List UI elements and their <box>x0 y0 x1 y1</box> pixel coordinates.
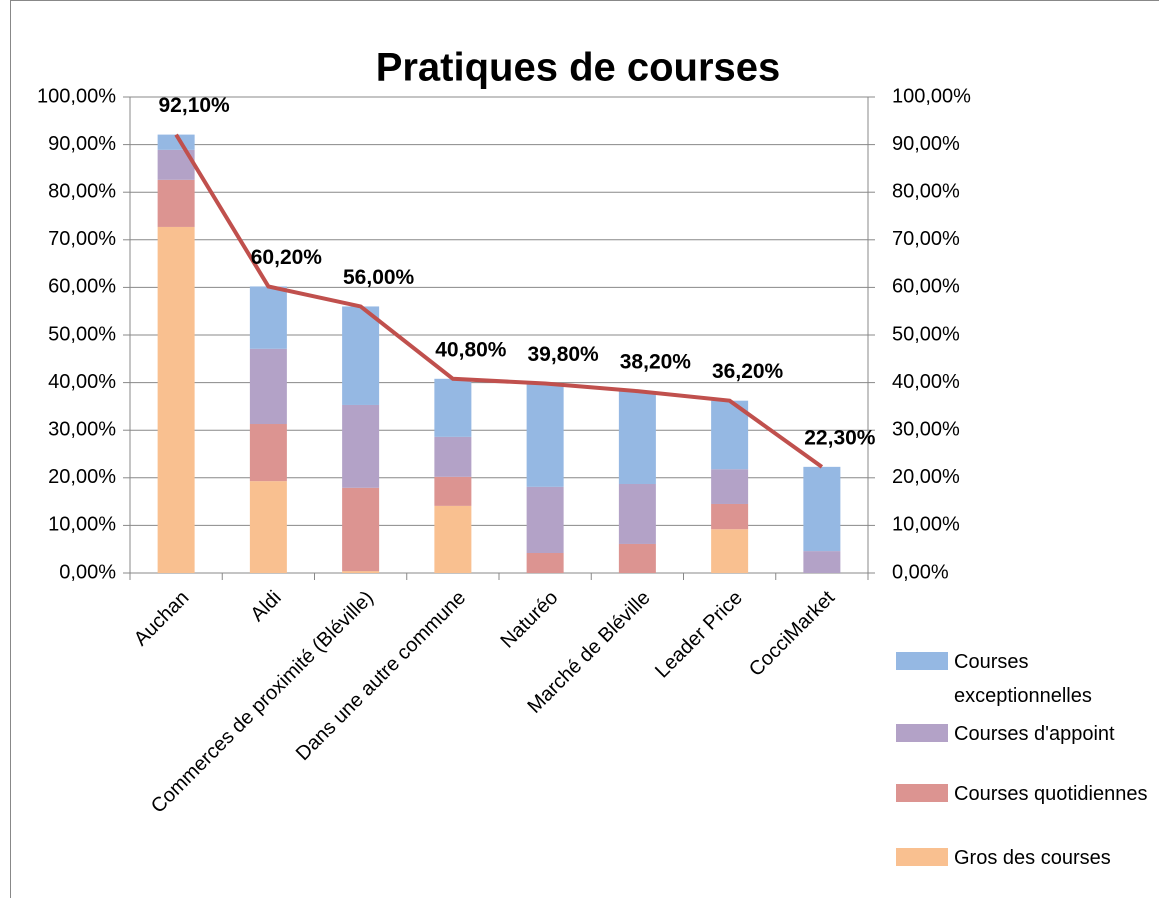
bar-segment <box>342 571 380 573</box>
bar-segment <box>803 551 841 573</box>
legend-swatch <box>896 848 948 866</box>
y-tick-label: 90,00% <box>48 133 116 155</box>
bar-segment <box>342 306 380 405</box>
y2-tick-label: 20,00% <box>892 466 960 488</box>
legend-swatch <box>896 784 948 802</box>
y2-tick-label: 10,00% <box>892 514 960 536</box>
data-label: 60,20% <box>251 246 323 269</box>
y2-tick-label: 40,00% <box>892 371 960 393</box>
data-label: 92,10% <box>159 94 231 117</box>
y-tick-label: 10,00% <box>48 514 116 536</box>
legend-label: Gros des courses <box>954 847 1111 869</box>
bar-segment <box>342 487 380 572</box>
legend-swatch <box>896 652 948 670</box>
bar-segment <box>618 391 656 484</box>
x-tick-label: CocciMarket <box>745 586 839 680</box>
y2-tick-label: 70,00% <box>892 228 960 250</box>
data-label: 56,00% <box>343 266 415 289</box>
bar-segment <box>434 436 472 477</box>
y-tick-label: 40,00% <box>48 371 116 393</box>
legend-entry: Courses quotidiennes <box>896 777 1154 811</box>
bar-segment <box>618 543 656 573</box>
bar-segment <box>526 383 564 487</box>
data-label: 40,80% <box>435 338 507 361</box>
bar-segment <box>157 179 195 227</box>
y2-tick-label: 60,00% <box>892 276 960 298</box>
y2-tick-label: 30,00% <box>892 418 960 440</box>
legend-entry: Gros des courses <box>896 841 1154 875</box>
bar-segment <box>711 400 749 470</box>
bar-segment <box>526 553 564 573</box>
bar-segment <box>249 286 287 349</box>
bar-segment <box>249 348 287 425</box>
bar-segment <box>711 529 749 573</box>
y2-tick-label: 0,00% <box>892 561 949 583</box>
data-label: 39,80% <box>528 343 600 366</box>
bar-segment <box>434 476 472 506</box>
bar-segment <box>434 378 472 437</box>
bar-segment <box>526 486 564 554</box>
y-tick-label: 50,00% <box>48 323 116 345</box>
bar-segment <box>249 424 287 482</box>
x-tick-label: Auchan <box>130 587 194 651</box>
y2-tick-label: 90,00% <box>892 133 960 155</box>
y-tick-label: 20,00% <box>48 466 116 488</box>
total-line <box>174 133 824 469</box>
x-tick-label: Aldi <box>246 587 285 626</box>
bar-segment <box>249 481 287 573</box>
legend-label: Courses quotidiennes <box>954 783 1148 805</box>
bar-segment <box>342 404 380 488</box>
chart-border <box>10 0 1159 898</box>
y-tick-label: 60,00% <box>48 276 116 298</box>
data-label: 38,20% <box>620 351 692 374</box>
bar-segment <box>434 505 472 573</box>
bar-segment <box>711 469 749 504</box>
y-tick-label: 100,00% <box>37 85 116 107</box>
y-tick-label: 70,00% <box>48 228 116 250</box>
legend-label: Courses d'appoint <box>954 723 1115 745</box>
legend-entry: Courses exceptionnelles <box>896 645 1154 713</box>
y2-tick-label: 100,00% <box>892 85 971 107</box>
chart-title: Pratiques de courses <box>376 46 781 90</box>
y-tick-label: 80,00% <box>48 180 116 202</box>
y-tick-label: 30,00% <box>48 418 116 440</box>
y-tick-label: 0,00% <box>59 561 116 583</box>
y2-tick-label: 50,00% <box>892 323 960 345</box>
legend-swatch <box>896 724 948 742</box>
x-tick-label: Dans une autre commune <box>292 587 470 765</box>
bar-segment <box>157 226 195 573</box>
x-tick-label: Leader Price <box>651 587 747 683</box>
bar-segment <box>711 503 749 530</box>
legend-label: Courses exceptionnelles <box>954 651 1092 707</box>
data-label: 22,30% <box>804 426 876 449</box>
bar-segment <box>618 483 656 544</box>
bar-segment <box>803 466 841 552</box>
data-label: 36,20% <box>712 360 784 383</box>
x-tick-label: Naturéo <box>497 587 563 653</box>
legend-entry: Courses d'appoint <box>896 717 1154 751</box>
y2-tick-label: 80,00% <box>892 180 960 202</box>
